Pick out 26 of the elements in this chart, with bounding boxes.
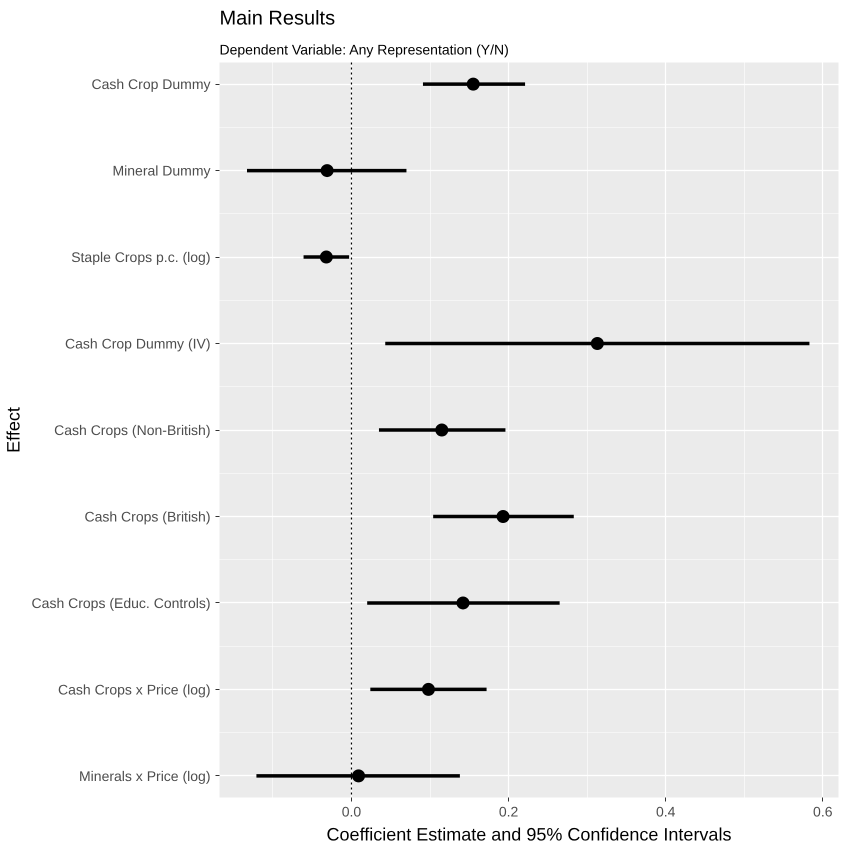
- y-tick-label: Cash Crops (Non-British): [54, 422, 211, 438]
- y-tick-label: Staple Crops p.c. (log): [71, 249, 211, 266]
- y-tick-label: Cash Crop Dummy (IV): [65, 336, 210, 352]
- y-tick-label: Cash Crops x Price (log): [58, 681, 211, 698]
- x-axis-title: Coefficient Estimate and 95% Confidence Intervals: [326, 824, 732, 844]
- point: [496, 510, 510, 523]
- x-tick-label: 0.2: [498, 804, 519, 820]
- point: [352, 769, 366, 782]
- y-tick-label: Cash Crops (Educ. Controls): [32, 594, 210, 611]
- x-tick-label: 0.4: [656, 804, 676, 820]
- point: [466, 78, 480, 91]
- x-tick-label: 0.0: [342, 804, 362, 820]
- chart-subtitle: Dependent Variable: Any Representation (Y/N): [220, 42, 509, 58]
- point: [456, 596, 470, 610]
- x-tick-label: 0.6: [813, 804, 833, 820]
- y-axis-title: Effect: [4, 407, 24, 453]
- point: [435, 424, 448, 436]
- point: [422, 682, 435, 696]
- y-tick-label: Mineral Dummy: [112, 162, 210, 179]
- y-tick-label: Cash Crop Dummy: [91, 76, 211, 92]
- y-tick-label: Minerals x Price (log): [79, 768, 211, 784]
- chart-title: Main Results: [220, 8, 336, 30]
- point: [590, 337, 604, 350]
- y-tick-label: Cash Crops (British): [84, 508, 211, 524]
- point: [320, 164, 334, 178]
- point: [320, 250, 333, 264]
